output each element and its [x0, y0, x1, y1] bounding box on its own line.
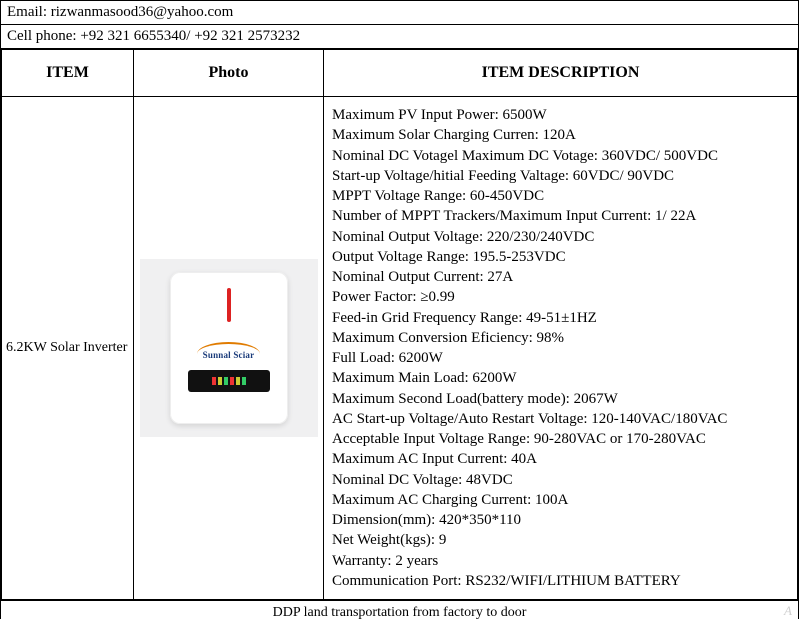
footer-row: DDP land transportation from factory to …	[0, 601, 799, 619]
spec-line: Full Load: 6200W	[332, 348, 791, 368]
spec-line: Nominal Output Voltage: 220/230/240VDC	[332, 227, 791, 247]
spec-line: Net Weight(kgs): 9	[332, 530, 791, 550]
inverter-device: Sunnal Sciar	[170, 272, 288, 424]
spec-line: Maximum Conversion Eficiency: 98%	[332, 328, 791, 348]
spec-line: Maximum PV Input Power: 6500W	[332, 105, 791, 125]
item-name-cell: 6.2KW Solar Inverter	[2, 97, 134, 600]
spec-line: Number of MPPT Trackers/Maximum Input Cu…	[332, 206, 791, 226]
product-image: Sunnal Sciar	[140, 259, 318, 437]
header-desc: ITEM DESCRIPTION	[324, 50, 798, 97]
email-row: Email: rizwanmasood36@yahoo.com	[1, 1, 798, 25]
header-photo: Photo	[134, 50, 324, 97]
email-label: Email:	[7, 4, 51, 20]
watermark: A	[784, 603, 792, 619]
header-item: ITEM	[2, 50, 134, 97]
description-cell: Maximum PV Input Power: 6500WMaximum Sol…	[324, 97, 798, 600]
spec-line: Nominal DC Voltage: 48VDC	[332, 470, 791, 490]
spec-line: Feed-in Grid Frequency Range: 49-51±1HZ	[332, 308, 791, 328]
table-row: 6.2KW Solar Inverter Sunnal Sciar Maxim	[2, 97, 798, 600]
spec-line: Output Voltage Range: 195.5-253VDC	[332, 247, 791, 267]
spec-line: Dimension(mm): 420*350*110	[332, 510, 791, 530]
spec-list: Maximum PV Input Power: 6500WMaximum Sol…	[332, 105, 791, 591]
spec-line: AC Start-up Voltage/Auto Restart Voltage…	[332, 409, 791, 429]
spec-line: Maximum Solar Charging Curren: 120A	[332, 125, 791, 145]
phone-value: +92 321 6655340/ +92 321 2573232	[80, 28, 300, 44]
spec-line: Nominal DC Votagel Maximum DC Votage: 36…	[332, 146, 791, 166]
footer-text: DDP land transportation from factory to …	[273, 605, 527, 620]
photo-cell: Sunnal Sciar	[134, 97, 324, 600]
brand-label: Sunnal Sciar	[203, 350, 255, 360]
spec-table: ITEM Photo ITEM DESCRIPTION 6.2KW Solar …	[1, 49, 798, 600]
email-value: rizwanmasood36@yahoo.com	[51, 4, 234, 20]
phone-label: Cell phone:	[7, 28, 80, 44]
spec-line: Communication Port: RS232/WIFI/LITHIUM B…	[332, 571, 791, 591]
spec-line: Maximum AC Charging Current: 100A	[332, 490, 791, 510]
spec-line: Warranty: 2 years	[332, 551, 791, 571]
display-panel-icon	[188, 370, 270, 392]
spec-line: Power Factor: ≥0.99	[332, 287, 791, 307]
led-strip-icon	[227, 288, 231, 322]
document-frame: Email: rizwanmasood36@yahoo.com Cell pho…	[0, 0, 799, 601]
spec-line: Nominal Output Current: 27A	[332, 267, 791, 287]
spec-line: Maximum AC Input Current: 40A	[332, 449, 791, 469]
phone-row: Cell phone: +92 321 6655340/ +92 321 257…	[1, 25, 798, 49]
table-header-row: ITEM Photo ITEM DESCRIPTION	[2, 50, 798, 97]
spec-line: Maximum Second Load(battery mode): 2067W	[332, 389, 791, 409]
spec-line: Maximum Main Load: 6200W	[332, 368, 791, 388]
spec-line: Acceptable Input Voltage Range: 90-280VA…	[332, 429, 791, 449]
spec-line: MPPT Voltage Range: 60-450VDC	[332, 186, 791, 206]
spec-line: Start-up Voltage/hitial Feeding Valtage:…	[332, 166, 791, 186]
